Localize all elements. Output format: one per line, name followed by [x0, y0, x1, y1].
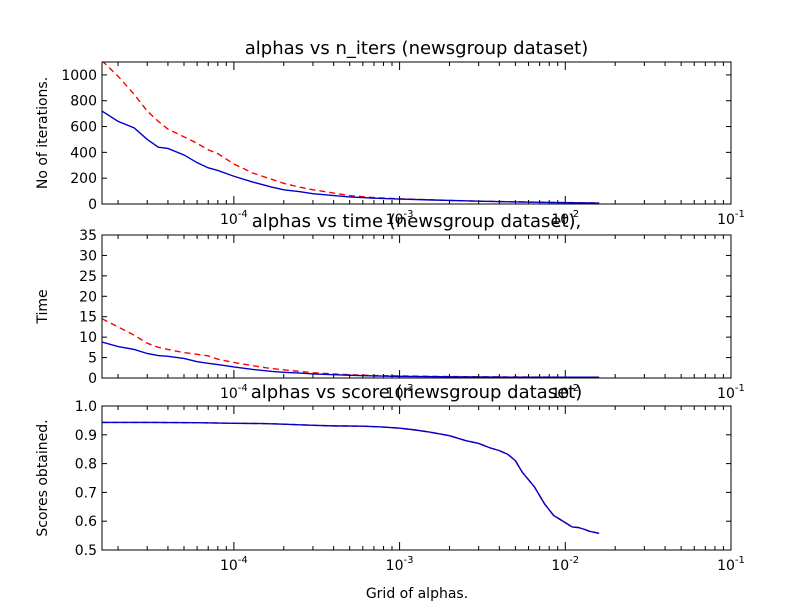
y-tick-label: 25 — [79, 269, 97, 285]
x-tick-label: 10-4 — [220, 209, 248, 228]
y-tick-label: 5 — [88, 351, 97, 367]
y-tick-label: 20 — [79, 289, 97, 305]
axes-frame — [101, 234, 732, 379]
x-tick-label: 10-3 — [386, 209, 414, 228]
subplot-3: 0.5 0.6 0.7 0.8 0.9 1.0 10-4 10-3 10-2 10-1 alphas… — [35, 382, 745, 574]
y-tick-label: 0.9 — [75, 428, 97, 444]
subplot-title: alphas vs n_iters (newsgroup dataset) — [245, 38, 588, 59]
series-solid-blue-line — [102, 110, 600, 204]
x-tick-label: 10-1 — [717, 383, 745, 402]
subplot-title: alphas vs time (newsgroup dataset), — [252, 211, 582, 232]
y-tick-label: 0.5 — [75, 543, 97, 559]
y-tick-label: 1000 — [61, 68, 97, 84]
subplot-1: 0 200 400 600 800 1000 10-4 10-3 10-2 10-1 alphas … — [35, 38, 745, 228]
x-tick-label: 10-2 — [551, 383, 579, 402]
x-tick-label: 10-1 — [717, 209, 745, 228]
y-tick-label: 0 — [88, 197, 97, 213]
x-tick-label: 10-4 — [220, 383, 248, 402]
y-tick-label: 0.7 — [75, 485, 97, 501]
x-tick-label: 10-2 — [551, 209, 579, 228]
y-tick-label: 0 — [88, 371, 97, 387]
y-axis-label: No of iterations. — [35, 77, 51, 189]
subplot-title: alphas vs score (newsgroup dataset) — [251, 382, 583, 403]
x-tick-label: 10-3 — [386, 383, 414, 402]
subplot-2: 0 5 10 15 20 25 30 35 10-4 10-3 10-2 10-1 alphas vs … — [35, 211, 745, 402]
y-tick-label: 0.6 — [75, 514, 97, 530]
x-axis-label: Grid of alphas. — [366, 586, 468, 602]
y-tick-label: 15 — [79, 310, 97, 326]
y-tick-label: 400 — [70, 145, 97, 161]
y-tick-label: 1.0 — [75, 399, 97, 415]
axes-frame — [101, 405, 732, 551]
y-tick-label: 35 — [79, 228, 97, 244]
x-tick-label: 10-1 — [717, 555, 745, 574]
y-tick-label: 0.8 — [75, 457, 97, 473]
series-dashed-red-line — [102, 318, 600, 378]
y-tick-label: 30 — [79, 248, 97, 264]
x-tick-label: 10-3 — [386, 555, 414, 574]
series-solid-blue-line — [102, 421, 600, 534]
x-tick-label: 10-4 — [220, 555, 248, 574]
y-tick-label: 600 — [70, 120, 97, 136]
x-tick-label: 10-2 — [551, 555, 579, 574]
y-tick-label: 10 — [79, 330, 97, 346]
y-tick-label: 200 — [70, 171, 97, 187]
y-axis-label: Scores obtained. — [35, 419, 51, 536]
axes-frame — [101, 61, 732, 205]
y-tick-label: 800 — [70, 94, 97, 110]
y-axis-label: Time — [35, 289, 51, 324]
